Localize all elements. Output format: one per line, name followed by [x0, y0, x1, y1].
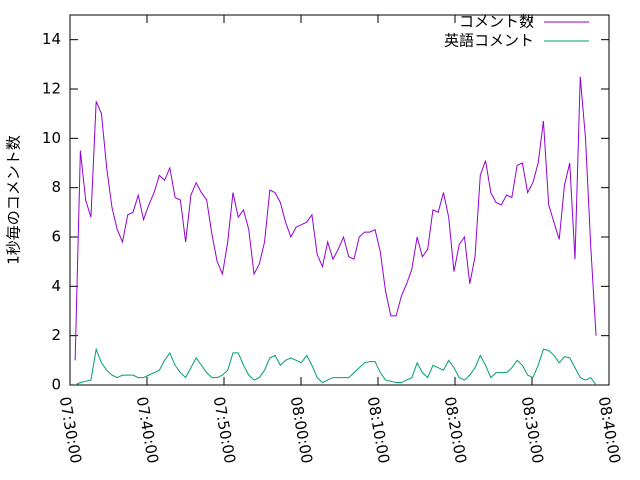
- series-line: [74, 347, 597, 386]
- y-axis-label: 1秒毎のコメント数: [5, 135, 23, 265]
- y-tick-label: 12: [42, 80, 61, 98]
- legend-label: 英語コメント: [444, 32, 534, 50]
- plot-frame: [69, 14, 610, 386]
- y-tick-label: 6: [51, 228, 61, 246]
- y-tick-label: 4: [51, 277, 61, 295]
- series-line: [74, 76, 597, 361]
- legend-label: コメント数: [459, 13, 534, 31]
- y-tick-label: 8: [51, 178, 61, 196]
- y-tick-label: 14: [42, 30, 61, 48]
- y-tick-label: 2: [51, 326, 61, 344]
- y-tick-label: 0: [51, 376, 61, 394]
- y-tick-label: 10: [42, 129, 61, 147]
